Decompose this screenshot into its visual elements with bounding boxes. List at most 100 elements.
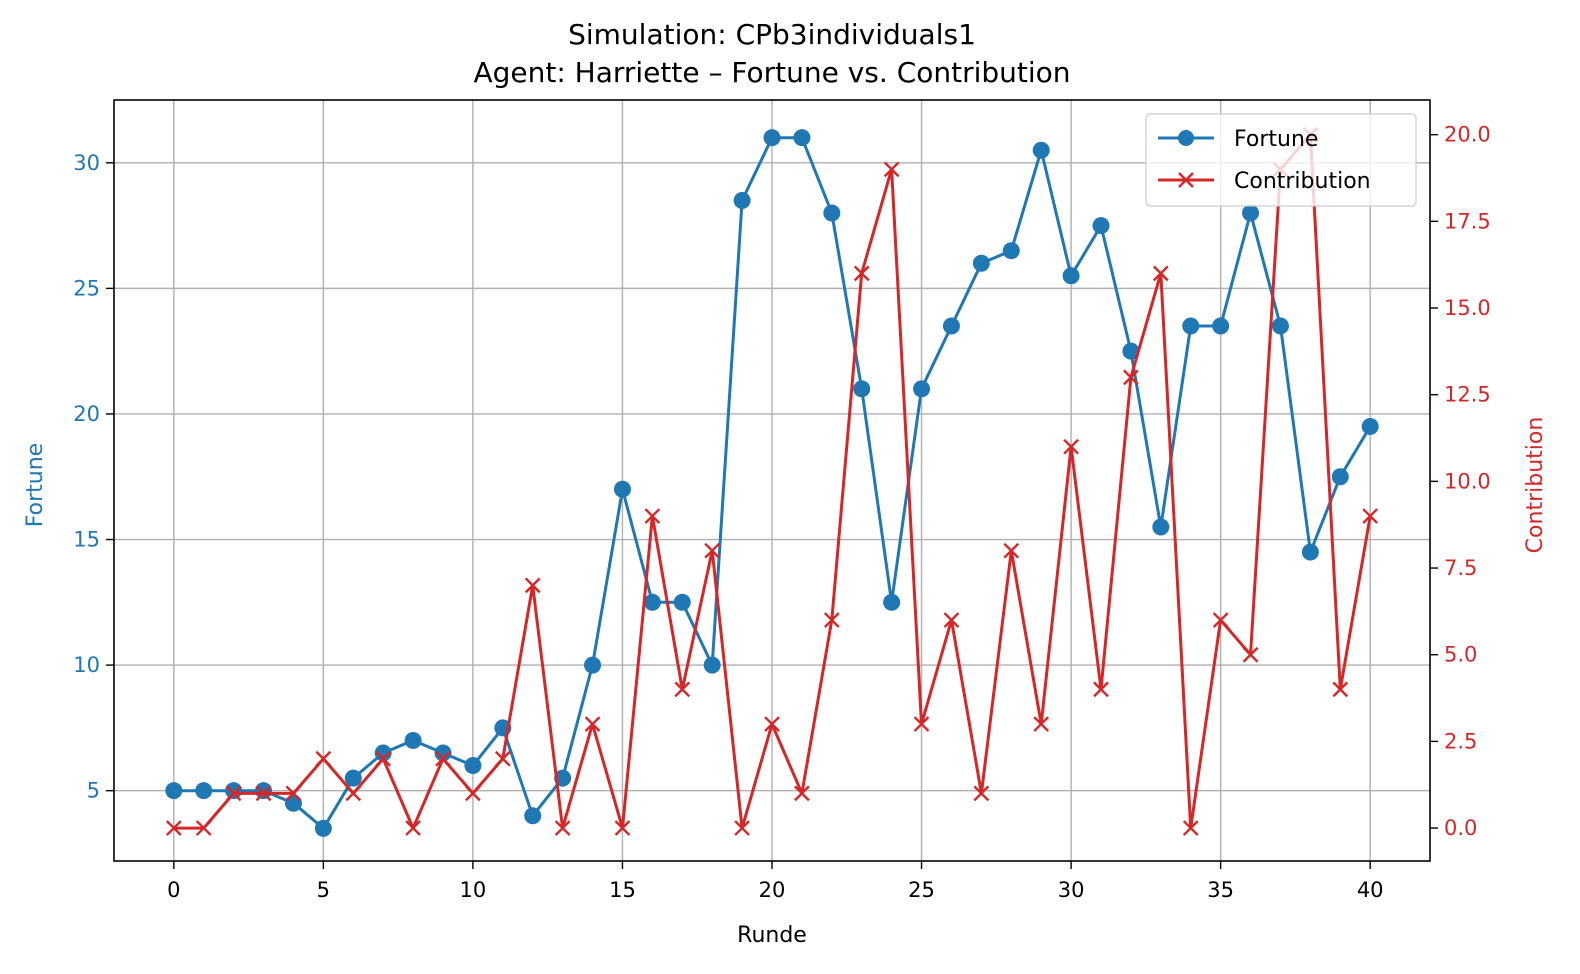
y-left-tick-label: 25	[73, 276, 100, 300]
legend-contribution-label: Contribution	[1234, 169, 1371, 194]
contribution-point	[195, 820, 212, 836]
chart-title: Simulation: CPb3individuals1	[568, 18, 976, 51]
y-axis-label-left: Fortune	[23, 443, 48, 527]
y-left-tick-label: 10	[73, 653, 100, 677]
legend: Fortune Contribution	[1145, 113, 1417, 207]
contribution-point	[165, 820, 182, 836]
fortune-point	[942, 317, 960, 335]
x-tick-label: 20	[759, 878, 786, 902]
y-left-tick-label: 20	[73, 402, 100, 426]
fortune-point	[793, 129, 811, 147]
fortune-point	[1152, 518, 1170, 536]
x-tick-label: 30	[1058, 878, 1085, 902]
x-tick-label: 25	[908, 878, 935, 902]
fortune-point	[853, 380, 871, 398]
contribution-point	[1093, 681, 1109, 698]
y-right-tick-label: 2.5	[1444, 729, 1477, 753]
fortune-point	[1032, 141, 1050, 159]
fortune-point	[584, 656, 602, 674]
contribution-point	[1123, 369, 1139, 386]
y-left-tick-label: 5	[87, 779, 100, 803]
contribution-point	[1033, 716, 1050, 732]
legend-fortune-label: Fortune	[1234, 127, 1318, 152]
contribution-point	[405, 820, 421, 836]
contribution-point	[465, 785, 481, 802]
contribution-point	[853, 265, 870, 282]
contribution-point	[435, 750, 451, 767]
x-tick-label: 0	[167, 878, 180, 902]
fortune-point	[434, 744, 452, 762]
contribution-point	[644, 508, 661, 524]
contribution-point	[943, 612, 960, 628]
y-left-tick-label: 15	[73, 528, 100, 552]
legend-contribution-marker	[1178, 172, 1194, 188]
contribution-point	[345, 785, 362, 802]
fortune-point	[613, 480, 631, 498]
contribution-point	[614, 820, 631, 836]
contribution-point	[1152, 265, 1169, 282]
fortune-point	[823, 204, 841, 222]
fortune-point	[1092, 217, 1110, 235]
contribution-point	[823, 612, 840, 628]
y-right-tick-label: 12.5	[1444, 383, 1491, 407]
contribution-point	[494, 750, 511, 767]
fortune-point	[763, 129, 781, 147]
fortune-point	[225, 782, 243, 800]
x-tick-label: 35	[1207, 878, 1234, 902]
fortune-point	[284, 794, 302, 812]
fortune-point	[344, 769, 362, 787]
y-right-tick-label: 10.0	[1444, 469, 1491, 493]
fortune-point	[195, 782, 213, 800]
grid-layer	[114, 100, 1430, 861]
y-left-tick-label: 30	[73, 151, 100, 175]
fortune-point	[733, 191, 751, 209]
fortune-point	[1331, 468, 1349, 486]
fortune-point	[1182, 317, 1200, 335]
contribution-point	[973, 785, 990, 802]
fortune-point	[314, 819, 332, 837]
fortune-point	[374, 744, 392, 762]
contribution-point	[285, 785, 302, 802]
contribution-point	[225, 785, 242, 802]
contribution-point	[315, 750, 332, 767]
fortune-point	[255, 782, 273, 800]
contribution-point	[764, 716, 780, 732]
y-right-tick-label: 7.5	[1444, 556, 1477, 580]
fortune-point	[165, 782, 183, 800]
y-right-tick-label: 17.5	[1444, 209, 1491, 233]
y-right-tick-label: 0.0	[1444, 816, 1477, 840]
x-tick-label: 10	[460, 878, 487, 902]
fortune-point	[1301, 543, 1319, 561]
fortune-point	[1002, 242, 1020, 260]
fortune-point	[883, 593, 901, 611]
fortune-point	[1212, 317, 1230, 335]
fortune-point	[404, 731, 422, 749]
contribution-point	[794, 785, 810, 802]
contribution-point	[674, 681, 691, 698]
y-right-tick-label: 15.0	[1444, 296, 1491, 320]
contribution-point	[1182, 820, 1199, 836]
x-tick-label: 5	[317, 878, 330, 902]
contribution-point	[704, 542, 721, 559]
y-axis-label-right: Contribution	[1523, 417, 1548, 554]
fortune-point	[1271, 317, 1289, 335]
fortune-point	[464, 757, 482, 775]
series-layer	[165, 126, 1379, 837]
x-tick-label: 15	[609, 878, 636, 902]
fortune-point	[673, 593, 691, 611]
contribution-point	[1362, 508, 1379, 524]
contribution-point	[1063, 438, 1079, 455]
ticks-layer: 0 5 10 15 20 25 30 35 40 5 10 15 20 25 30 0.0 2.5 5.0 7.5 1…	[73, 123, 1491, 902]
contribution-point	[913, 716, 930, 732]
contribution-point	[1003, 542, 1020, 559]
fortune-point	[524, 807, 542, 825]
contribution-point	[883, 161, 900, 178]
fortune-point	[1062, 267, 1080, 285]
fortune-point	[703, 656, 721, 674]
fortune-point	[913, 380, 931, 398]
x-axis-label: Runde	[737, 923, 807, 948]
fortune-point	[972, 254, 990, 272]
contribution-point	[255, 785, 272, 802]
fortune-point	[1122, 342, 1140, 360]
